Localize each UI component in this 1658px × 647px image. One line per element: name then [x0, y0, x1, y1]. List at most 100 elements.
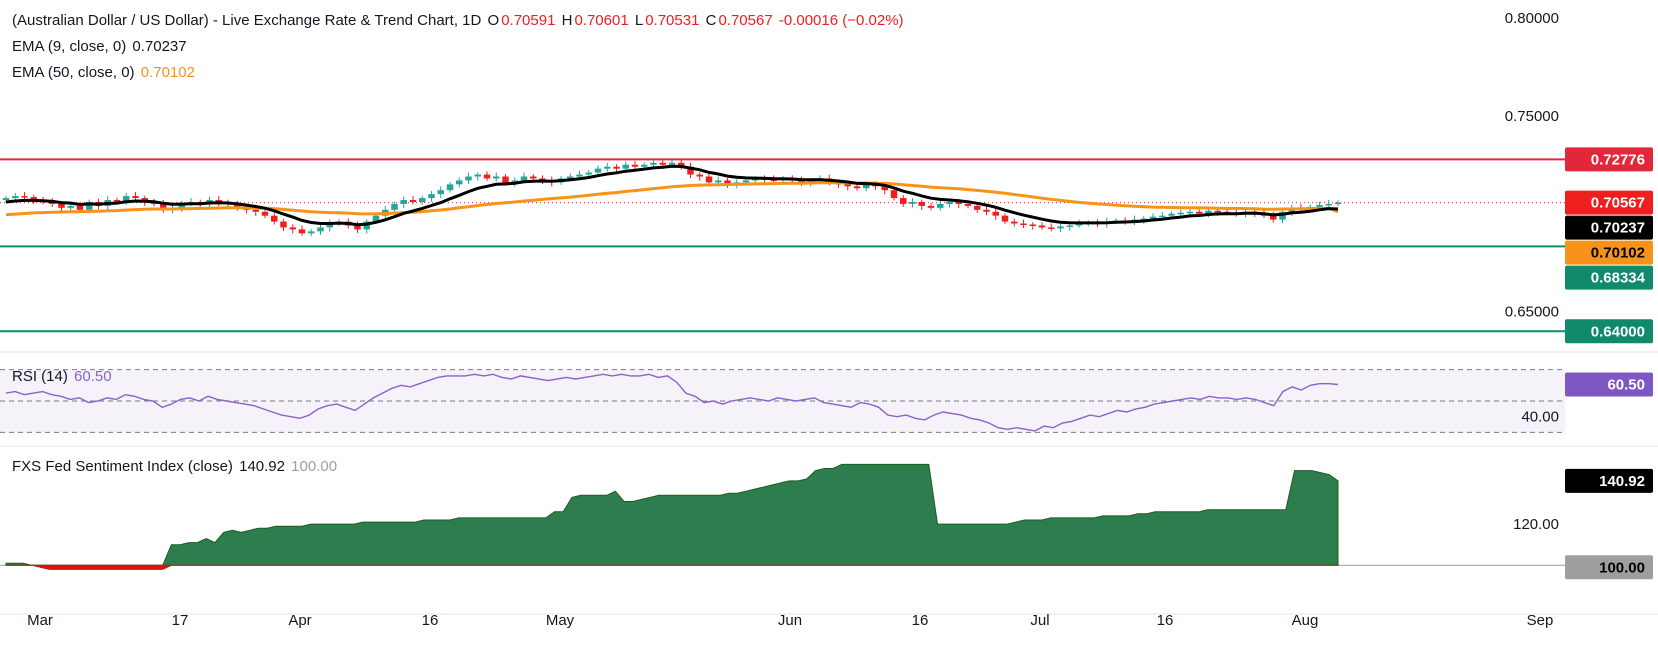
candle-body-32 [298, 229, 306, 234]
candle-body-143 [1325, 203, 1332, 206]
candle-body-53 [493, 176, 500, 179]
candle-body-55 [511, 180, 518, 183]
candle-body-130 [1205, 210, 1212, 214]
fxs-y-tick-0: 120.00 [1513, 516, 1559, 533]
badge-ema50-bg [1565, 240, 1653, 265]
candle-body-27 [252, 209, 259, 212]
candle-body-52 [483, 174, 491, 179]
candle-body-23 [215, 200, 222, 202]
candle-body-101 [937, 203, 944, 208]
x-tick-8: 16 [1157, 612, 1174, 629]
fxs-value: 140.92 [239, 458, 285, 475]
candle-body-34 [317, 227, 324, 232]
legend-low-value: 0.70531 [645, 12, 700, 29]
x-tick-6: 16 [912, 612, 929, 629]
candle-body-126 [1168, 213, 1175, 216]
x-tick-10: Sep [1527, 612, 1554, 629]
candle-body-124 [1149, 216, 1157, 219]
badge-ema9-label: 0.70237 [1591, 220, 1645, 237]
candle-body-106 [983, 209, 990, 212]
x-tick-3: 16 [422, 612, 439, 629]
ema50-legend: EMA (50, close, 0) 0.70102 [12, 64, 197, 81]
candle-body-0 [2, 198, 10, 201]
candle-body-54 [502, 176, 509, 183]
candle-body-17 [160, 203, 167, 210]
candle-body-44 [409, 200, 417, 202]
candle-body-108 [1001, 215, 1009, 222]
candle-body-19 [178, 203, 185, 208]
x-tick-2: Apr [288, 612, 311, 629]
fxs-label: FXS Fed Sentiment Index (close) [12, 458, 233, 475]
candle-body-45 [419, 198, 426, 202]
candle-body-50 [465, 176, 472, 181]
x-tick-4: May [546, 612, 575, 629]
candle-body-103 [955, 201, 962, 204]
candle-body-128 [1186, 211, 1194, 214]
badge-close-bg [1565, 190, 1653, 215]
rsi-y-tick-0: 40.00 [1521, 409, 1559, 426]
candle-body-7 [67, 205, 74, 208]
candle-body-46 [428, 194, 435, 199]
badge-support-1-bg [1565, 265, 1653, 290]
candle-body-70 [650, 162, 657, 165]
candle-body-98 [909, 201, 916, 204]
candle-body-58 [539, 178, 546, 181]
candle-body-113 [1048, 227, 1055, 229]
badge-fxs-bg [1565, 468, 1653, 493]
candle-body-125 [1159, 215, 1166, 218]
fxs-area-positive [5, 463, 1339, 566]
badge-fxs-label: 140.92 [1599, 473, 1645, 490]
candle-body-129 [1196, 211, 1203, 214]
x-tick-0: Mar [27, 612, 53, 629]
candle-body-43 [400, 200, 407, 204]
badge-support-2-bg [1565, 319, 1653, 344]
candle-body-56 [520, 176, 528, 181]
price-y-tick-1: 0.75000 [1505, 108, 1559, 125]
rsi-line [5, 373, 1339, 432]
ema9-value: 0.70237 [132, 38, 187, 55]
candle-body-68 [631, 164, 639, 167]
candle-body-69 [641, 164, 648, 167]
candle-body-110 [1020, 223, 1027, 226]
candle-body-1 [12, 196, 19, 199]
candle-body-78 [724, 180, 731, 185]
fxs-base: 100.00 [291, 458, 338, 475]
candle-body-92 [853, 186, 861, 189]
candle-body-137 [1270, 215, 1277, 220]
legend-change: -0.00016 (−0.02%) [778, 12, 904, 29]
candle-body-114 [1057, 226, 1064, 229]
candle-body-105 [974, 205, 981, 210]
candle-body-62 [576, 174, 583, 177]
legend-high-label: H [561, 12, 573, 29]
candle-body-80 [742, 180, 750, 183]
candle-body-48 [446, 184, 454, 191]
candle-body-67 [622, 164, 629, 169]
badge-support-1-label: 0.68334 [1591, 270, 1646, 287]
ema50-line [5, 181, 1339, 217]
legend-open-label: O [487, 12, 500, 29]
candle-body-57 [530, 176, 537, 179]
candle-body-77 [715, 180, 722, 183]
candle-body-100 [927, 205, 935, 208]
legend-open-value: 0.70591 [501, 12, 556, 29]
candle-body-63 [585, 172, 592, 175]
rsi-label: RSI (14) [12, 368, 68, 385]
candle-body-31 [289, 227, 296, 230]
candle-body-86 [798, 180, 805, 183]
badge-fxs-base-label: 100.00 [1599, 559, 1645, 576]
rsi-band-fill [0, 369, 1565, 433]
candle-body-144 [1334, 202, 1342, 205]
candle-body-87 [807, 180, 814, 183]
candle-body-28 [261, 211, 269, 216]
badge-fxs-base-bg [1565, 555, 1653, 580]
candle-body-96 [890, 190, 898, 199]
badge-rsi-bg [1565, 372, 1653, 397]
candle-body-30 [280, 221, 287, 228]
candle-body-99 [918, 201, 925, 206]
candle-body-33 [308, 231, 315, 234]
price-legend: (Australian Dollar / US Dollar) - Live E… [12, 12, 906, 29]
candle-body-76 [705, 176, 713, 183]
candle-body-5 [49, 201, 56, 204]
candle-body-95 [881, 186, 888, 191]
